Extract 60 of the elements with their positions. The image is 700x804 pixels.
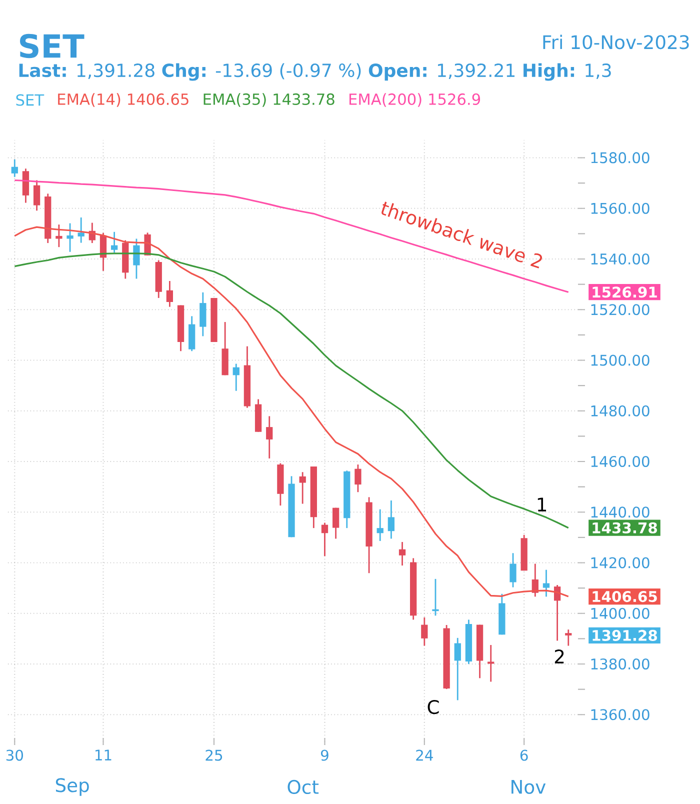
y-tick-label: 1480.00 — [591, 405, 650, 416]
chart-subtitle: Last: 1,391.28 Chg: -13.69 (-0.97 %) Open: 1,392.21 High: 1,3 — [19, 63, 611, 81]
candlestick — [56, 224, 62, 248]
data-label: 1406.65 — [592, 590, 657, 602]
candlestick — [332, 507, 340, 540]
text: EMA(200) 1526.9 — [349, 93, 480, 107]
x-tick-label: 9 — [320, 750, 328, 761]
candlestick — [11, 158, 18, 178]
text: Oct — [288, 780, 319, 794]
candlestick — [565, 628, 572, 646]
x-tick-label: 25 — [206, 750, 222, 761]
y-tick-label: 1360.00 — [591, 709, 650, 720]
y-tick-label: 1500.00 — [591, 354, 650, 366]
text: EMA(35) 1433.78 — [204, 93, 334, 107]
y-tick-label: 1540.00 — [591, 253, 650, 265]
candlestick — [78, 216, 84, 244]
y-tick-label: 1580.00 — [591, 152, 650, 164]
annotation: 1 — [538, 498, 546, 512]
candlestick — [110, 231, 118, 254]
y-tick-label: 1560.00 — [591, 202, 650, 214]
candlestick — [66, 222, 74, 253]
candlestick — [299, 471, 306, 504]
candlestick — [166, 280, 174, 308]
candlestick — [510, 552, 516, 588]
candlestick — [200, 292, 206, 337]
y-tick-label: 1520.00 — [591, 304, 650, 316]
candlestick — [33, 180, 40, 212]
text: Sep — [56, 778, 89, 796]
candlestick — [542, 569, 550, 598]
annotation: 2 — [554, 649, 564, 664]
candlestick — [133, 238, 140, 280]
candlestick — [421, 616, 428, 646]
text: SET — [16, 94, 44, 106]
y-tick-label: 1440.00 — [591, 506, 650, 518]
candlestick — [354, 464, 362, 493]
y-tick-label: 1420.00 — [591, 557, 650, 568]
candlestick — [388, 500, 395, 540]
candlestick — [454, 637, 461, 701]
candlestick — [488, 644, 494, 682]
data-label: 1433.78 — [592, 522, 657, 534]
text: EMA(14) 1406.65 — [58, 93, 188, 107]
candlestick — [266, 415, 273, 460]
text: 1391.28 — [592, 630, 657, 641]
x-tick-label: 6 — [520, 750, 528, 761]
x-tick-label: 24 — [416, 750, 433, 761]
candlestick — [232, 363, 240, 392]
candlestick — [398, 541, 406, 566]
line-series — [14, 179, 570, 293]
annotation: C — [428, 700, 439, 714]
y-tick-label: 1460.00 — [591, 456, 650, 468]
chart-title: SET — [20, 34, 84, 58]
text: Nov — [512, 780, 546, 794]
candlestick — [321, 522, 328, 557]
y-tick-label: 1380.00 — [591, 658, 650, 670]
x-tick-label: 30 — [6, 750, 23, 761]
candlestick — [376, 508, 384, 542]
text: Fri 10-Nov-2023 — [543, 34, 689, 50]
y-tick-label: 1400.00 — [591, 608, 650, 619]
x-tick-label: 11 — [96, 750, 112, 760]
data-label: 1526.91 — [592, 286, 657, 298]
